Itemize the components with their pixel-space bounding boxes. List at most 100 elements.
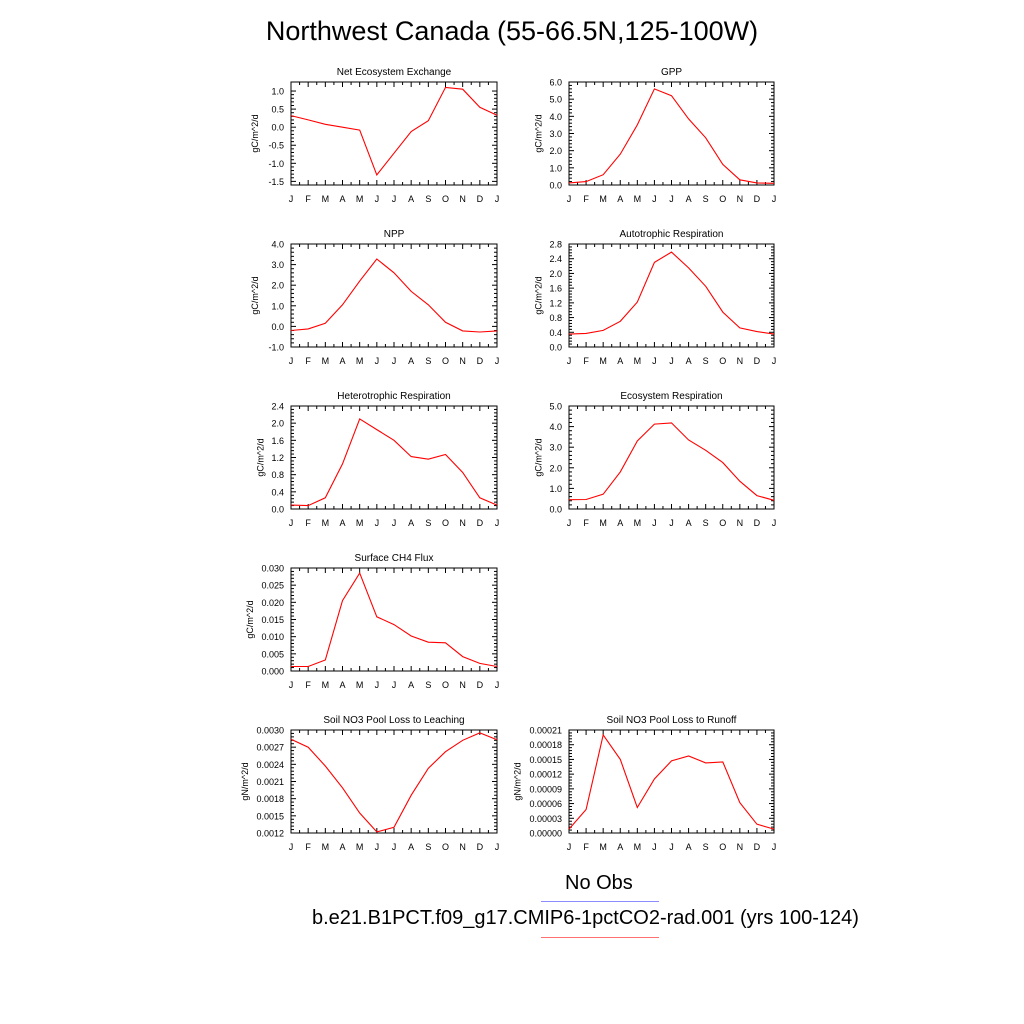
y-axis-label: gC/m^2/d [533, 276, 543, 314]
x-tick-label: A [408, 518, 414, 528]
x-tick-label: M [356, 356, 364, 366]
panel-title: Ecosystem Respiration [620, 391, 722, 402]
x-tick-label: J [567, 518, 572, 528]
x-tick-label: A [339, 194, 345, 204]
panel-title: GPP [661, 67, 682, 78]
series-line [290, 258, 498, 333]
x-tick-label: J [567, 842, 572, 852]
y-tick-label: 2.4 [271, 402, 284, 412]
x-tick-label: O [442, 194, 449, 204]
x-tick-label: M [634, 356, 642, 366]
y-tick-label: 1.0 [549, 484, 562, 494]
y-tick-label: 0.00015 [529, 755, 562, 765]
x-tick-label: A [686, 194, 692, 204]
y-tick-label: 0.00003 [529, 814, 562, 824]
y-tick-label: 0.010 [261, 632, 284, 642]
y-tick-label: 2.0 [271, 419, 284, 429]
x-tick-label: D [477, 842, 484, 852]
x-tick-label: F [583, 194, 589, 204]
x-tick-label: A [339, 842, 345, 852]
x-tick-label: N [459, 680, 466, 690]
y-tick-label: 0.4 [549, 328, 562, 338]
y-tick-label: 0.00012 [529, 770, 562, 780]
series-line [568, 88, 775, 184]
x-tick-label: J [567, 194, 572, 204]
x-tick-label: D [754, 356, 761, 366]
y-tick-label: 4.0 [549, 112, 562, 122]
y-tick-label: 0.0024 [256, 760, 284, 770]
x-tick-label: S [703, 842, 709, 852]
y-tick-label: 0.4 [271, 487, 284, 497]
x-tick-label: M [322, 680, 330, 690]
x-tick-label: A [339, 680, 345, 690]
x-tick-label: J [772, 518, 777, 528]
x-tick-label: J [652, 194, 657, 204]
x-tick-label: J [289, 680, 294, 690]
y-tick-label: 0.015 [261, 615, 284, 625]
plot-frame [568, 729, 775, 834]
y-tick-label: 0.0 [271, 505, 284, 515]
y-tick-label: 1.2 [549, 298, 562, 308]
legend-label-no-obs: No Obs [565, 872, 633, 894]
x-tick-label: S [703, 194, 709, 204]
y-tick-label: 0.0 [549, 343, 562, 353]
y-tick-label: 0.020 [261, 598, 284, 608]
x-tick-label: J [289, 356, 294, 366]
x-tick-label: D [754, 518, 761, 528]
x-tick-label: J [392, 194, 397, 204]
x-tick-label: O [719, 356, 726, 366]
x-tick-label: J [289, 842, 294, 852]
x-tick-label: S [425, 194, 431, 204]
x-tick-label: M [356, 842, 364, 852]
y-tick-label: 1.0 [549, 163, 562, 173]
x-tick-label: A [617, 356, 623, 366]
x-tick-label: J [375, 194, 380, 204]
x-tick-label: D [477, 194, 484, 204]
y-tick-label: -1.0 [268, 159, 284, 169]
y-tick-label: 0.000 [261, 667, 284, 677]
y-tick-label: 0.0 [549, 505, 562, 515]
x-tick-label: N [459, 842, 466, 852]
y-tick-label: 0.005 [261, 649, 284, 659]
x-tick-label: A [617, 194, 623, 204]
y-tick-label: -1.5 [268, 177, 284, 187]
x-tick-label: S [425, 842, 431, 852]
y-tick-label: 6.0 [549, 78, 562, 88]
x-tick-label: M [599, 194, 607, 204]
x-tick-label: J [772, 356, 777, 366]
x-tick-label: N [459, 356, 466, 366]
y-axis-label: gC/m^2/d [255, 438, 265, 476]
y-tick-label: 0.5 [271, 105, 284, 115]
x-tick-label: A [408, 194, 414, 204]
y-axis-label: gC/m^2/d [533, 114, 543, 152]
x-tick-label: J [652, 356, 657, 366]
x-tick-label: M [322, 518, 330, 528]
y-tick-label: 0.0015 [256, 811, 284, 821]
y-axis-label: gN/m^2/d [513, 762, 523, 800]
x-tick-label: J [567, 356, 572, 366]
x-tick-label: A [339, 518, 345, 528]
x-tick-label: F [305, 356, 311, 366]
x-tick-label: M [322, 842, 330, 852]
x-tick-label: O [442, 680, 449, 690]
x-tick-label: M [599, 518, 607, 528]
x-tick-label: J [652, 842, 657, 852]
y-tick-label: 0.025 [261, 581, 284, 591]
panel-title: Soil NO3 Pool Loss to Runoff [607, 715, 737, 726]
x-tick-label: S [703, 518, 709, 528]
x-tick-label: O [719, 518, 726, 528]
x-tick-label: F [305, 842, 311, 852]
x-tick-label: M [599, 356, 607, 366]
x-tick-label: J [652, 518, 657, 528]
plot-frame [568, 405, 775, 510]
y-tick-label: 1.6 [271, 436, 284, 446]
x-tick-label: M [322, 194, 330, 204]
x-tick-label: N [459, 194, 466, 204]
page-title: Northwest Canada (55-66.5N,125-100W) [265, 16, 759, 46]
panel-title: Net Ecosystem Exchange [337, 67, 452, 78]
y-tick-label: 0.0 [271, 123, 284, 133]
y-tick-label: 0.00018 [529, 740, 562, 750]
y-tick-label: 5.0 [549, 95, 562, 105]
